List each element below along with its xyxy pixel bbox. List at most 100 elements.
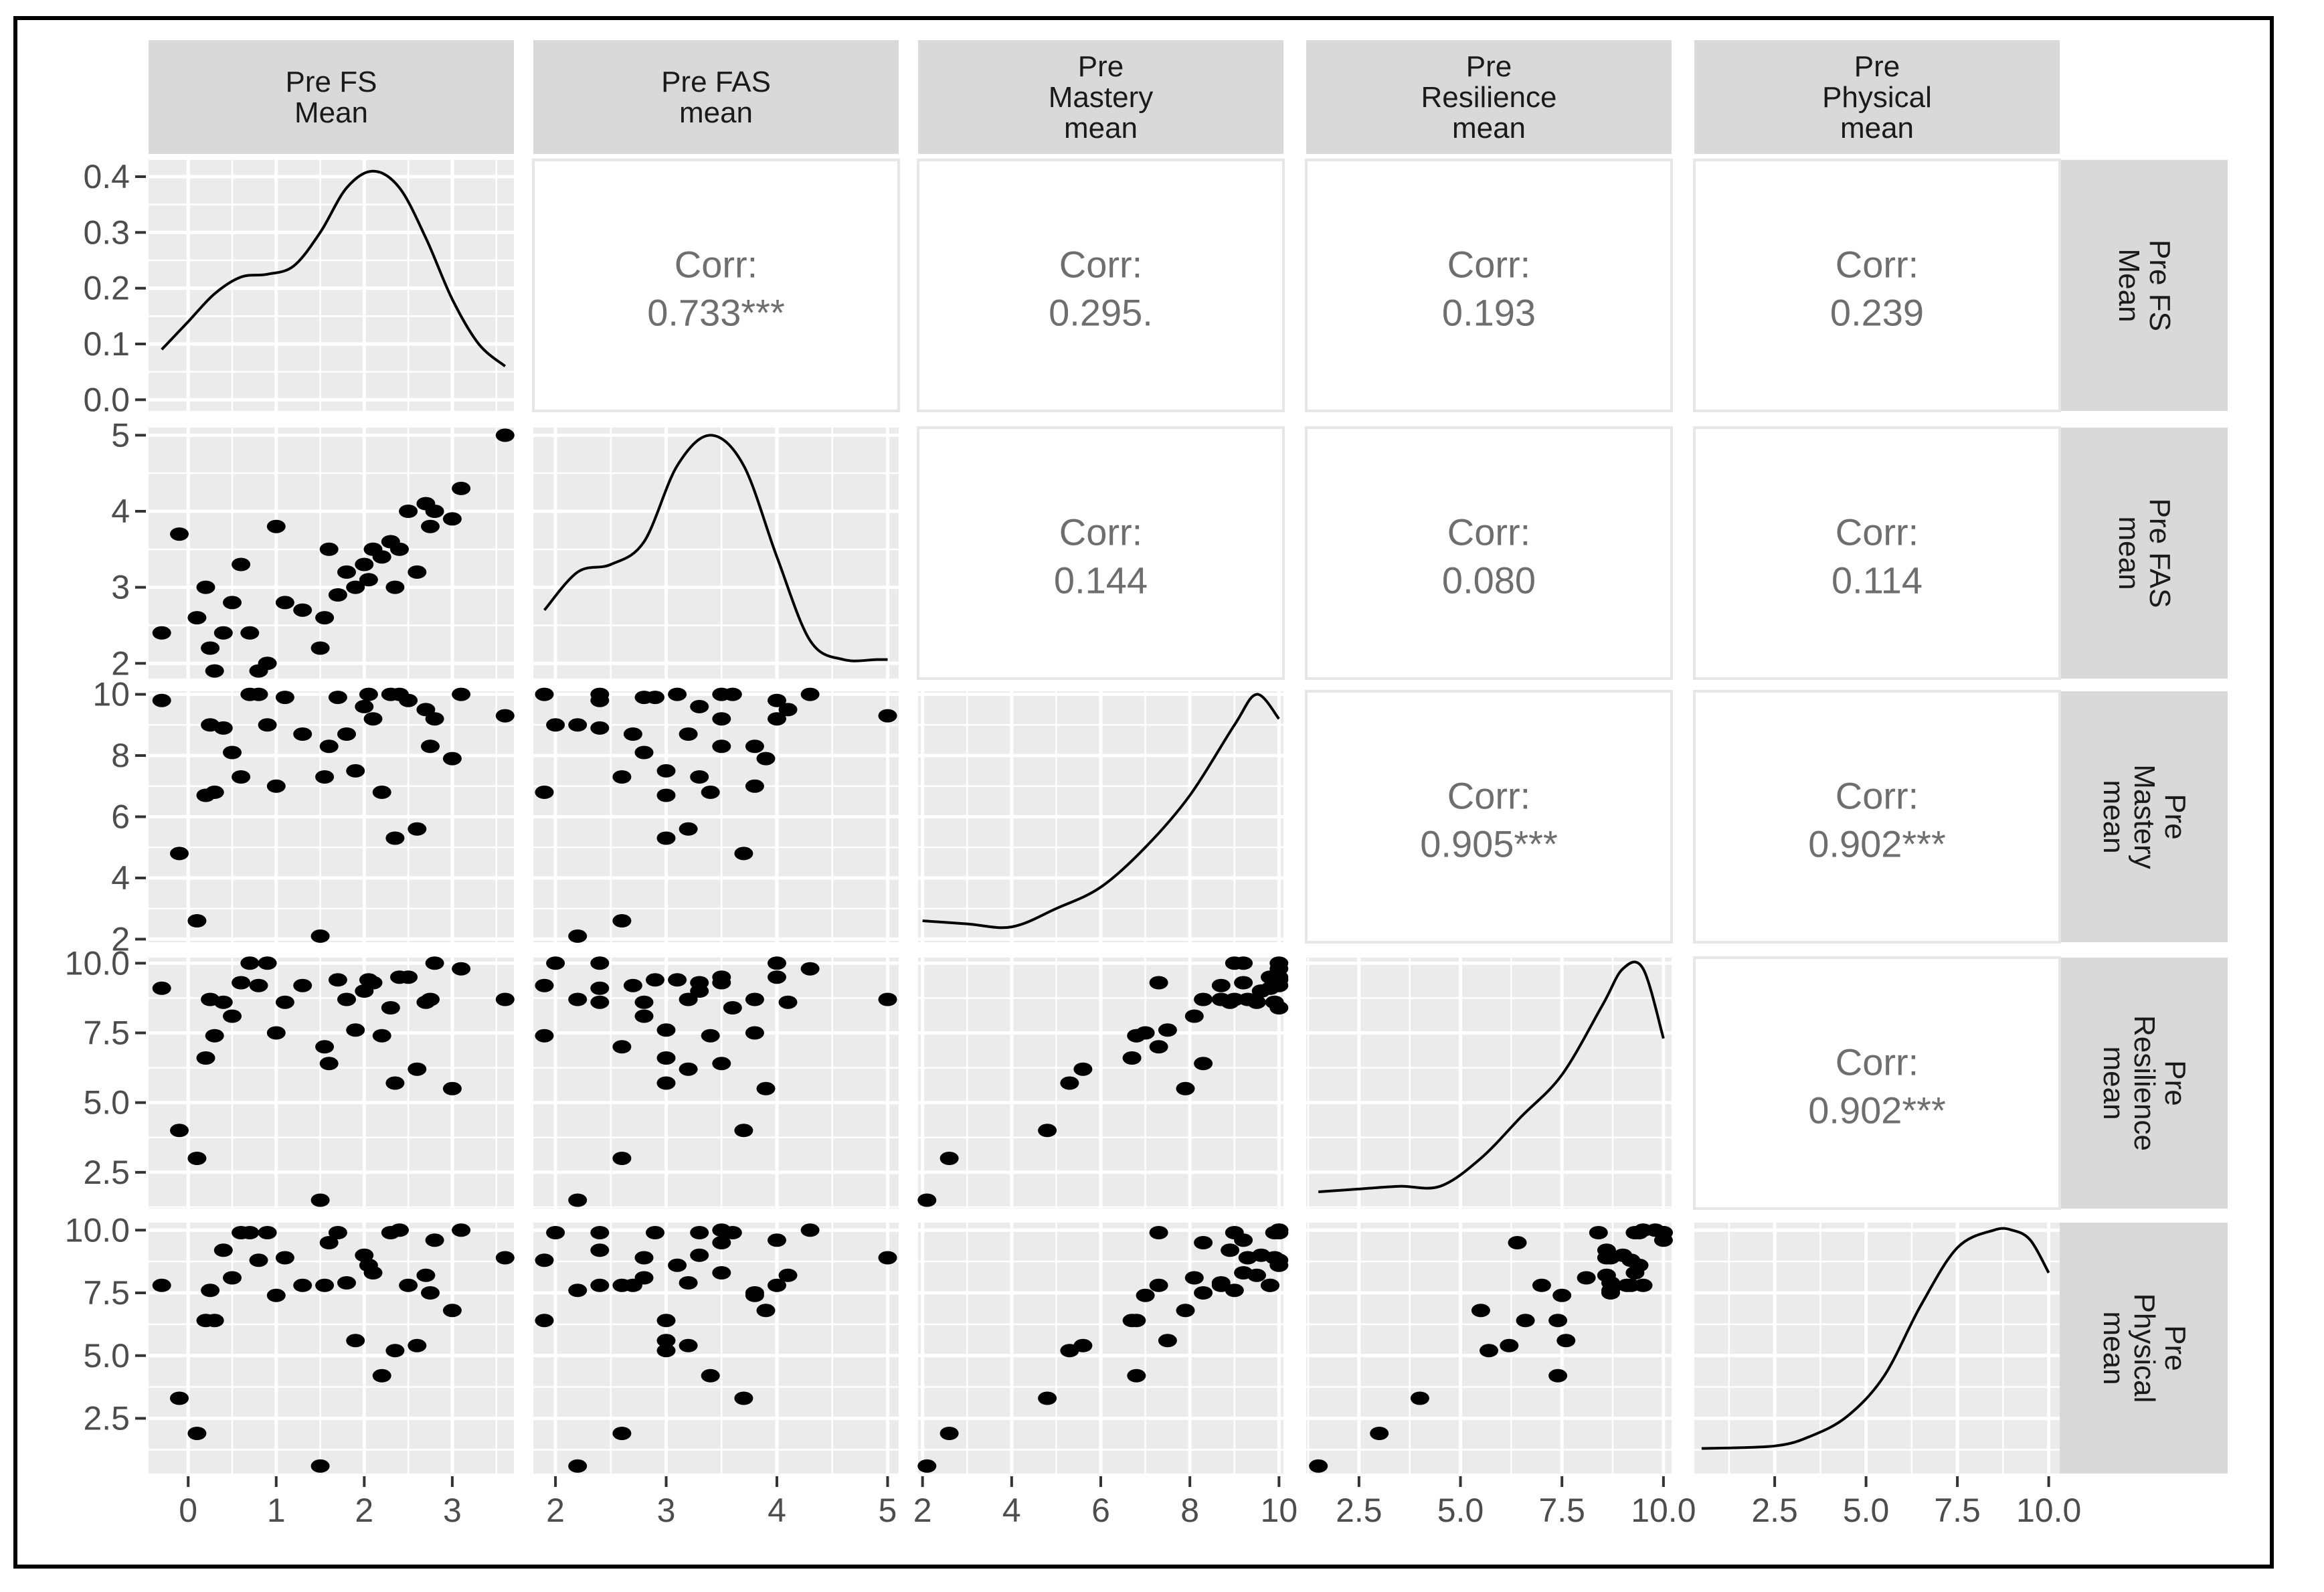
- scatter-point: [425, 712, 444, 726]
- row-strip-0: [2057, 160, 2228, 411]
- x-tick-label: 10: [1261, 1492, 1298, 1529]
- density-curve-3: [1318, 960, 1665, 1193]
- corr-panel-0-4: [1693, 159, 2061, 412]
- scatter-point: [328, 973, 347, 987]
- scatter-point: [310, 929, 330, 943]
- scatter-point: [745, 1286, 764, 1300]
- scatter-point: [768, 1233, 786, 1247]
- scatter-point: [800, 1223, 820, 1237]
- scatter-point: [1645, 1223, 1665, 1237]
- scatter-point: [690, 984, 709, 998]
- scatter-point: [1508, 1236, 1527, 1249]
- scatter-point: [240, 956, 260, 970]
- scatter-point: [196, 1051, 215, 1065]
- row-strip-1: [2057, 428, 2228, 679]
- scatter-point: [196, 580, 215, 594]
- scatter-point: [452, 481, 471, 495]
- x-tick-label: 5.0: [1843, 1492, 1890, 1529]
- scatter-point: [421, 992, 440, 1006]
- scatter-point: [668, 973, 687, 987]
- scatter-point: [1238, 1251, 1257, 1265]
- scatter-point: [213, 1243, 233, 1257]
- scatter-point: [546, 956, 565, 970]
- scatter-point: [1149, 1040, 1168, 1054]
- scatter-point: [258, 956, 277, 970]
- scatter-point: [495, 1251, 515, 1265]
- scatter-point: [1625, 1266, 1645, 1279]
- scatter-point: [363, 712, 383, 726]
- corr-label: Corr:: [1447, 511, 1530, 553]
- scatter-point: [646, 1226, 664, 1239]
- x-tick-label: 10.0: [2016, 1492, 2081, 1529]
- scatter-point: [1221, 1243, 1240, 1257]
- column-strip-label: Resilience: [1421, 81, 1557, 114]
- scatter-point: [1149, 1226, 1168, 1239]
- x-tick-label: 2: [355, 1492, 373, 1529]
- scatter-point: [768, 970, 786, 984]
- scatter-point: [1127, 1368, 1146, 1383]
- scatter-point: [1194, 1236, 1213, 1249]
- row-strip-label: Resilience: [2128, 1015, 2161, 1151]
- scatter-point: [634, 1009, 654, 1023]
- scatter-point: [399, 693, 418, 707]
- scatter-point: [249, 978, 268, 992]
- scatter-point: [201, 1284, 220, 1298]
- scatter-point: [590, 1243, 610, 1257]
- y-tick-label: 0.3: [83, 213, 130, 251]
- scatter-point: [612, 1152, 632, 1165]
- panel-1-1: [533, 428, 899, 679]
- scatter-point: [205, 785, 224, 799]
- scatter-point: [1500, 1338, 1519, 1352]
- scatter-point: [679, 1062, 698, 1076]
- scatter-point: [612, 914, 632, 927]
- scatter-point: [328, 691, 347, 705]
- scatter-point: [1269, 962, 1289, 976]
- row-strip-label: Pre: [2159, 794, 2192, 839]
- scatter-point: [734, 1391, 753, 1405]
- scatter-point: [1577, 1271, 1596, 1285]
- y-tick-label: 2: [111, 644, 130, 682]
- scatter-point: [590, 995, 610, 1009]
- scatter-point: [1184, 1271, 1204, 1285]
- scatter-point: [346, 1334, 365, 1348]
- column-strip-label: Mastery: [1049, 81, 1153, 114]
- density-curve-0: [161, 169, 507, 367]
- y-tick-label: 4: [111, 493, 130, 530]
- scatter-point: [170, 1124, 189, 1138]
- corr-value: 0.144: [1054, 559, 1148, 602]
- scatter-point: [679, 1338, 698, 1352]
- scatter-point: [452, 1223, 471, 1237]
- density-curve-1: [543, 434, 888, 662]
- x-tick-label: 10.0: [1631, 1492, 1696, 1529]
- corr-panel-1-3: [1305, 426, 1673, 680]
- scatter-point: [1261, 1278, 1279, 1292]
- x-tick-label: 6: [1091, 1492, 1110, 1529]
- scatter-point: [442, 1081, 462, 1095]
- scatter-point: [275, 596, 294, 610]
- row-strip-label: Pre FAS: [2143, 499, 2176, 608]
- scatter-point: [745, 739, 764, 754]
- scatter-point: [679, 727, 698, 741]
- column-strip-label: mean: [679, 96, 753, 129]
- y-tick-label: 0.2: [83, 270, 130, 307]
- scatter-point: [535, 978, 554, 992]
- x-tick-label: 8: [1180, 1492, 1199, 1529]
- y-tick-label: 5.0: [83, 1084, 130, 1122]
- scatter-point: [1597, 1268, 1616, 1282]
- column-strip-label: Mean: [294, 96, 368, 129]
- scatter-point: [778, 995, 798, 1009]
- scatter-point: [170, 847, 189, 861]
- scatter-point: [319, 739, 339, 754]
- corr-value: 0.295.: [1049, 292, 1153, 334]
- y-tick-label: 5: [111, 416, 130, 454]
- scatter-point: [1060, 1076, 1079, 1090]
- corr-value: 0.733***: [647, 292, 785, 334]
- scatter-point: [612, 1427, 632, 1440]
- scatter-point: [249, 1253, 268, 1267]
- scatter-point: [1532, 1278, 1551, 1292]
- scatter-point: [1589, 1226, 1608, 1239]
- scatter-point: [656, 1314, 676, 1328]
- scatter-point: [385, 1344, 405, 1358]
- scatter-point: [535, 1253, 554, 1267]
- scatter-point: [1247, 1268, 1266, 1282]
